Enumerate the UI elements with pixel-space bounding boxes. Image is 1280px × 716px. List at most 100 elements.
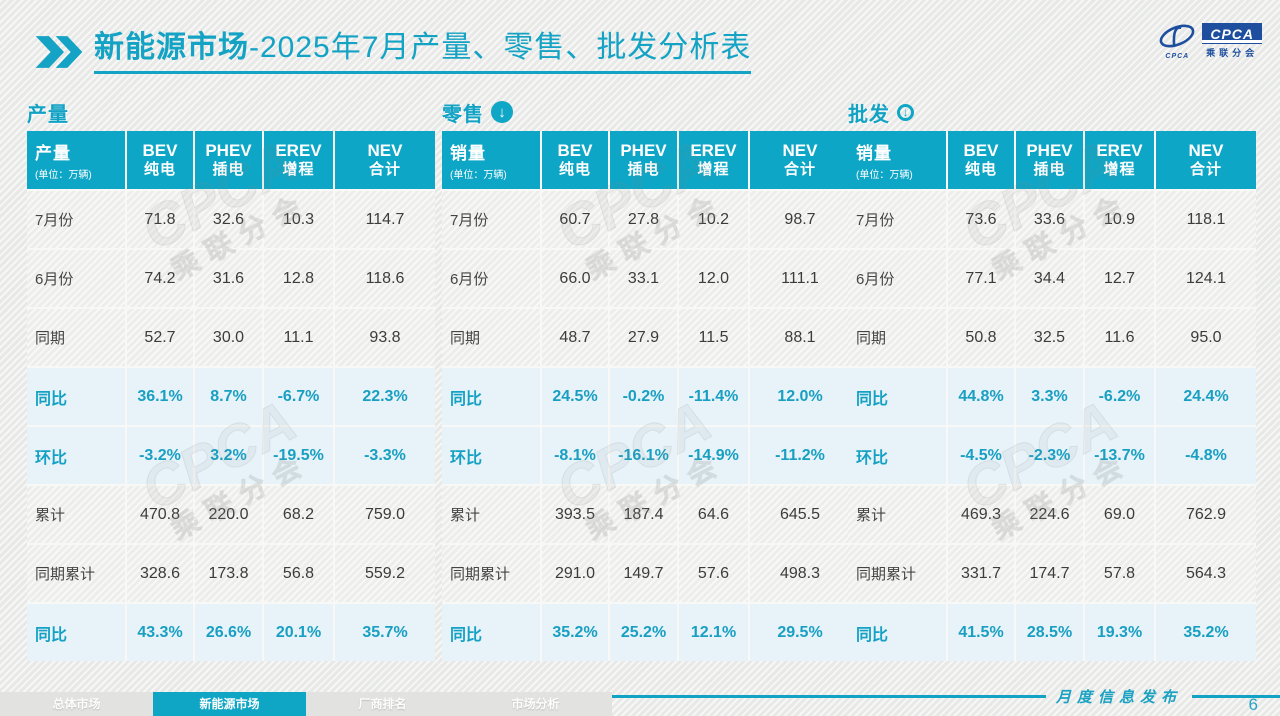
cell-value: 48.7 <box>542 309 608 366</box>
row-label: 同比 <box>27 604 125 661</box>
cell-value: -6.2% <box>1085 368 1154 425</box>
column-header-zh: 增程 <box>1103 161 1136 178</box>
cell-value: 44.8% <box>948 368 1014 425</box>
column-header-label: 产量 (单位：万辆) <box>27 131 125 189</box>
row-label: 7月份 <box>27 191 125 248</box>
cell-value: 114.7 <box>335 191 435 248</box>
cell-value: 31.6 <box>195 250 262 307</box>
page-number: 6 <box>1248 695 1258 714</box>
column-header-phev: PHEV 插电 <box>195 131 262 189</box>
section-label-retail: 零售 <box>442 103 484 126</box>
column-header-label: 销量 (单位：万辆) <box>848 131 946 189</box>
cell-value: 470.8 <box>127 486 193 543</box>
column-header-phev: PHEV 插电 <box>1016 131 1083 189</box>
table-block-wholesale: 批发 ↓ 销量 (单位：万辆) BEV 纯电 PHEV 插电 EREV 增程 NEV 合计 7月份 73.… <box>848 95 1256 661</box>
cell-value: 68.2 <box>264 486 333 543</box>
footer-tab-market-analysis[interactable]: 市场分析 <box>511 697 560 711</box>
cell-value: 57.8 <box>1085 545 1154 602</box>
cell-value: 71.8 <box>127 191 193 248</box>
row-label: 同期 <box>27 309 125 366</box>
cell-value: -4.8% <box>1156 427 1256 484</box>
column-header-nev: NEV 合计 <box>335 131 435 189</box>
cell-value: 12.8 <box>264 250 333 307</box>
cell-value: 10.3 <box>264 191 333 248</box>
cell-value: 3.3% <box>1016 368 1083 425</box>
cell-value: 88.1 <box>750 309 850 366</box>
cell-value: -0.2% <box>610 368 677 425</box>
column-header-en: EREV <box>690 141 737 160</box>
footer-tab-oem-ranking[interactable]: 厂商排名 <box>358 697 407 711</box>
footer-tab-nev-market[interactable]: 新能源市场 <box>153 692 306 716</box>
cell-value: 32.5 <box>1016 309 1083 366</box>
page-title-highlight: 新能源市场 <box>94 31 249 64</box>
cell-value: -3.3% <box>335 427 435 484</box>
row-label: 累计 <box>27 486 125 543</box>
header-measure-label: 销量 <box>856 144 892 163</box>
cell-value: -3.2% <box>127 427 193 484</box>
row-label: 环比 <box>848 427 946 484</box>
cell-value: 187.4 <box>610 486 677 543</box>
column-header-en: NEV <box>782 141 818 160</box>
column-header-zh: 插电 <box>212 161 245 178</box>
cell-value: 33.6 <box>1016 191 1083 248</box>
row-label: 6月份 <box>442 250 540 307</box>
cell-value: -14.9% <box>679 427 748 484</box>
column-header-en: EREV <box>1096 141 1143 160</box>
cell-value: -16.1% <box>610 427 677 484</box>
header-measure-label: 销量 <box>450 144 486 163</box>
table-block-production: 产量 产量 (单位：万辆) BEV 纯电 PHEV 插电 EREV 增程 NEV 合计 7月份 71.8… <box>27 95 435 661</box>
cpca-swoosh-icon: CPCA <box>1156 22 1198 60</box>
row-label: 6月份 <box>848 250 946 307</box>
cell-value: 74.2 <box>127 250 193 307</box>
column-header-zh: 合计 <box>783 161 816 178</box>
section-header-wholesale: 批发 ↓ <box>848 95 1256 129</box>
row-label: 同比 <box>848 368 946 425</box>
row-label: 同期 <box>442 309 540 366</box>
column-header-bev: BEV 纯电 <box>542 131 608 189</box>
column-header-nev: NEV 合计 <box>1156 131 1256 189</box>
header-unit-label: (单位：万辆) <box>35 170 92 181</box>
page-title: 新能源市场-2025年7月产量、零售、批发分析表 <box>94 30 752 74</box>
data-table-retail: 销量 (单位：万辆) BEV 纯电 PHEV 插电 EREV 增程 NEV 合计 7月份 60.7 27… <box>442 131 850 661</box>
cell-value: -4.5% <box>948 427 1014 484</box>
column-header-label: 销量 (单位：万辆) <box>442 131 540 189</box>
cell-value: 20.1% <box>264 604 333 661</box>
cell-value: -2.3% <box>1016 427 1083 484</box>
cell-value: 30.0 <box>195 309 262 366</box>
column-header-en: PHEV <box>205 141 252 160</box>
cell-value: 73.6 <box>948 191 1014 248</box>
cell-value: 26.6% <box>195 604 262 661</box>
cell-value: -8.1% <box>542 427 608 484</box>
column-header-zh: 增程 <box>282 161 315 178</box>
cell-value: -11.4% <box>679 368 748 425</box>
cell-value: 22.3% <box>335 368 435 425</box>
cell-value: 95.0 <box>1156 309 1256 366</box>
title-row: 新能源市场-2025年7月产量、零售、批发分析表 <box>34 30 752 74</box>
column-header-zh: 插电 <box>1033 161 1066 178</box>
footer-tab-overall-market[interactable]: 总体市场 <box>52 697 101 711</box>
column-header-nev: NEV 合计 <box>750 131 850 189</box>
row-label: 环比 <box>27 427 125 484</box>
page-title-rest: -2025年7月产量、零售、批发分析表 <box>249 31 752 64</box>
column-header-en: BEV <box>963 141 999 160</box>
data-table-wholesale: 销量 (单位：万辆) BEV 纯电 PHEV 插电 EREV 增程 NEV 合计 7月份 73.6 33… <box>848 131 1256 661</box>
row-label: 6月份 <box>27 250 125 307</box>
cell-value: 498.3 <box>750 545 850 602</box>
cell-value: 291.0 <box>542 545 608 602</box>
cell-value: 35.2% <box>542 604 608 661</box>
section-header-retail: 零售 ↓ <box>442 95 850 129</box>
column-header-erev: EREV 增程 <box>1085 131 1154 189</box>
cell-value: 11.6 <box>1085 309 1154 366</box>
column-header-en: NEV <box>367 141 403 160</box>
cell-value: 220.0 <box>195 486 262 543</box>
section-header-production: 产量 <box>27 95 435 129</box>
column-header-zh: 纯电 <box>558 161 591 178</box>
double-chevron-icon <box>35 36 83 68</box>
data-table-production: 产量 (单位：万辆) BEV 纯电 PHEV 插电 EREV 增程 NEV 合计 7月份 71.8 32… <box>27 131 435 661</box>
cell-value: 35.7% <box>335 604 435 661</box>
cell-value: 12.0 <box>679 250 748 307</box>
row-label: 同比 <box>848 604 946 661</box>
row-label: 累计 <box>442 486 540 543</box>
cell-value: 27.8 <box>610 191 677 248</box>
